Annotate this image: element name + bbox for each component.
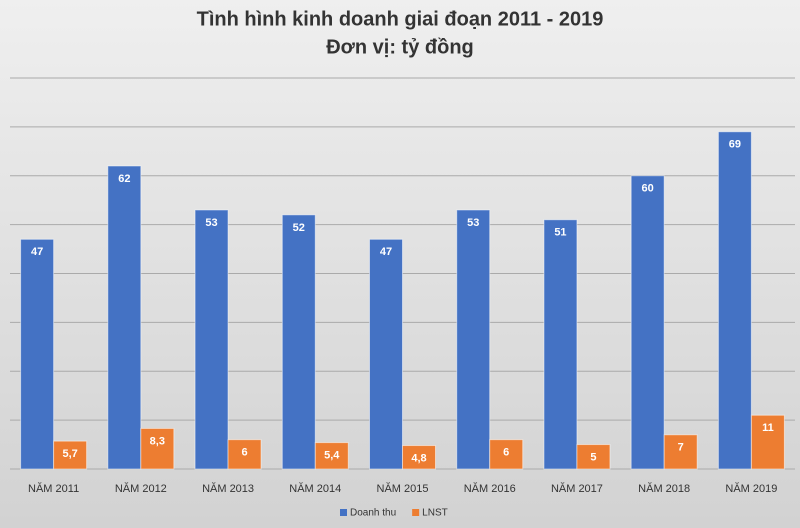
data-label: 5,4 [324,450,340,462]
bar [369,238,403,470]
bar [543,219,578,470]
data-label: 6 [241,447,247,459]
data-label: 7 [678,442,684,454]
bar [20,238,55,470]
bar [489,439,524,470]
bar [456,209,491,470]
x-tick-label: NĂM 2012 [115,482,167,495]
data-label: 69 [729,139,741,151]
legend-label: Doanh thu [350,508,396,519]
data-label: 53 [205,217,217,229]
bar [194,209,229,470]
bar [630,175,665,470]
legend-label: LNST [422,508,448,519]
data-label: 62 [118,173,130,185]
data-label: 11 [762,422,774,434]
x-tick-label: NĂM 2017 [551,482,603,495]
bar [576,444,611,470]
bar [281,214,316,470]
data-label: 47 [380,246,392,258]
data-label: 52 [293,222,305,234]
bar [107,165,142,470]
x-tick-label: NĂM 2014 [289,482,341,495]
bar [750,414,785,470]
bar [402,445,436,470]
data-label: 4,8 [411,452,426,464]
x-tick-label: NĂM 2011 [28,482,79,495]
data-label: 6 [503,447,509,459]
legend-swatch [412,509,420,516]
data-label: 47 [31,246,43,258]
data-label: 60 [642,183,654,195]
bar [717,131,752,470]
chart-subtitle: Đơn vị: tỷ đồng [326,36,474,58]
x-tick-label: NĂM 2019 [725,482,777,495]
x-tick-label: NĂM 2015 [377,482,429,495]
data-label: 51 [554,227,566,239]
data-label: 53 [467,217,479,229]
data-label: 5 [590,451,596,463]
bar [227,439,262,470]
bar [140,427,175,470]
legend-swatch [340,509,347,516]
bar [663,434,698,470]
data-label: 5,7 [62,448,77,460]
x-tick-label: NĂM 2018 [638,482,690,495]
x-tick-label: NĂM 2016 [464,482,516,495]
chart-title: Tình hình kinh doanh giai đoạn 2011 - 20… [197,8,604,30]
bar [53,440,88,470]
x-tick-label: NĂM 2013 [202,482,254,495]
bar [314,442,349,470]
data-label: 8,3 [150,435,165,447]
